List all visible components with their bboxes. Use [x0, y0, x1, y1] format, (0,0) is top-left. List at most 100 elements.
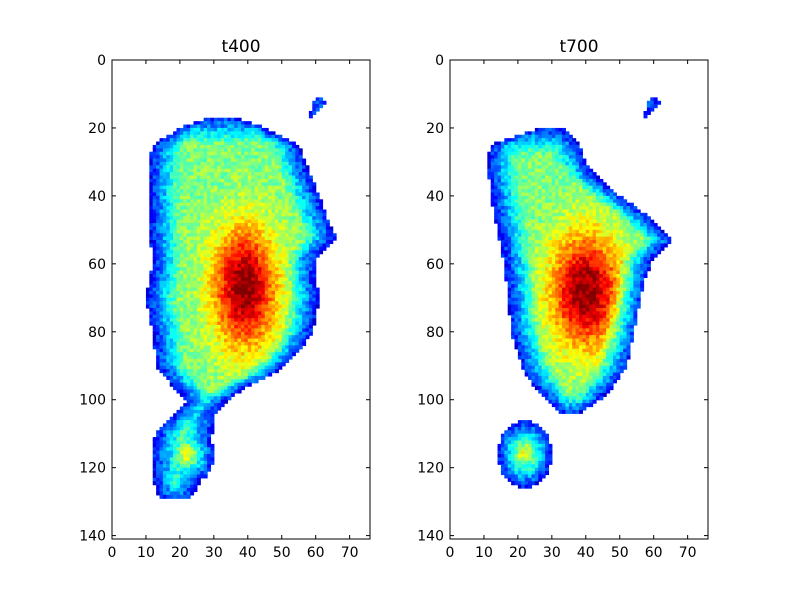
- heatmap-cell: [291, 307, 296, 312]
- heatmap-cell: [524, 206, 529, 211]
- heatmap-cell: [261, 331, 266, 336]
- heatmap-cell: [545, 182, 550, 187]
- heatmap-cell: [247, 291, 252, 296]
- heatmap-cell: [524, 175, 529, 180]
- heatmap-cell: [210, 195, 215, 200]
- heatmap-cell: [500, 161, 505, 166]
- heatmap-cell: [541, 192, 546, 197]
- heatmap-cell: [234, 168, 239, 173]
- heatmap-cell: [244, 341, 249, 346]
- heatmap-cell: [169, 345, 174, 350]
- heatmap-cell: [220, 386, 225, 391]
- heatmap-cell: [494, 195, 499, 200]
- heatmap-cell: [517, 144, 522, 149]
- heatmap-cell: [179, 226, 184, 231]
- heatmap-cell: [551, 141, 556, 146]
- heatmap-cell: [200, 328, 205, 333]
- heatmap-cell: [281, 362, 286, 367]
- heatmap-cell: [169, 189, 174, 194]
- heatmap-cell: [200, 144, 205, 149]
- heatmap-cell: [291, 321, 296, 326]
- heatmap-cell: [169, 243, 174, 248]
- heatmap-cell: [207, 257, 212, 262]
- heatmap-cell: [169, 138, 174, 143]
- heatmap-cell: [558, 158, 563, 163]
- heatmap-cell: [568, 209, 573, 214]
- heatmap-cell: [220, 124, 225, 129]
- heatmap-cell: [264, 307, 269, 312]
- heatmap-cell: [278, 226, 283, 231]
- heatmap-cell: [224, 172, 229, 177]
- heatmap-cell: [517, 148, 522, 153]
- heatmap-cell: [315, 219, 320, 224]
- heatmap-cell: [183, 372, 188, 377]
- heatmap-cell: [166, 209, 171, 214]
- heatmap-cell: [247, 314, 252, 319]
- heatmap-cell: [203, 297, 208, 302]
- heatmap-cell: [183, 161, 188, 166]
- heatmap-cell: [241, 287, 245, 292]
- heatmap-cell: [295, 335, 300, 340]
- heatmap-cell: [295, 233, 300, 238]
- heatmap-cell: [196, 345, 201, 350]
- heatmap-cell: [196, 175, 201, 180]
- heatmap-cell: [541, 185, 546, 190]
- heatmap-cell: [183, 260, 188, 265]
- heatmap-cell: [230, 287, 235, 292]
- heatmap-cell: [149, 172, 154, 177]
- heatmap-cell: [190, 124, 195, 129]
- heatmap-cell: [166, 423, 171, 428]
- heatmap-cell: [261, 189, 266, 194]
- heatmap-cell: [145, 287, 150, 292]
- heatmap-cell: [193, 219, 198, 224]
- heatmap-cell: [190, 440, 195, 445]
- heatmap-cell: [152, 223, 157, 228]
- heatmap-cell: [203, 335, 208, 340]
- heatmap-cell: [162, 471, 167, 476]
- heatmap-cell: [169, 274, 174, 279]
- heatmap-cell: [234, 236, 239, 241]
- heatmap-cell: [261, 355, 266, 360]
- heatmap-cell: [220, 341, 225, 346]
- heatmap-cell: [268, 216, 273, 221]
- heatmap-cell: [626, 206, 631, 211]
- heatmap-cell: [531, 209, 536, 214]
- heatmap-cell: [169, 379, 174, 384]
- heatmap-cell: [179, 365, 184, 370]
- heatmap-cell: [241, 355, 245, 360]
- heatmap-cell: [592, 178, 597, 183]
- heatmap-cell: [298, 172, 303, 177]
- heatmap-cell: [524, 161, 529, 166]
- heatmap-cell: [521, 141, 526, 146]
- heatmap-cell: [291, 257, 296, 262]
- heatmap-cell: [271, 223, 276, 228]
- heatmap-cell: [247, 172, 252, 177]
- heatmap-cell: [247, 182, 252, 187]
- heatmap-cell: [558, 216, 563, 221]
- heatmap-cell: [575, 216, 580, 221]
- heatmap-cell: [213, 294, 218, 299]
- heatmap-cell: [504, 148, 509, 153]
- heatmap-cell: [541, 195, 546, 200]
- heatmap-cell: [210, 267, 215, 272]
- heatmap-cell: [207, 216, 212, 221]
- heatmap-cell: [224, 287, 229, 292]
- heatmap-cell: [227, 257, 232, 262]
- heatmap-cell: [207, 263, 212, 268]
- heatmap-cell: [291, 192, 296, 197]
- heatmap-cell: [616, 212, 621, 217]
- heatmap-cell: [254, 355, 259, 360]
- heatmap-cell: [227, 386, 232, 391]
- heatmap-cell: [237, 284, 242, 289]
- heatmap-cell: [217, 172, 222, 177]
- heatmap-cell: [524, 155, 529, 160]
- heatmap-cell: [268, 301, 273, 306]
- heatmap-cell: [152, 477, 157, 482]
- heatmap-cell: [268, 297, 273, 302]
- heatmap-cell: [298, 331, 303, 336]
- heatmap-cell: [251, 148, 256, 153]
- heatmap-cell: [196, 392, 201, 397]
- heatmap-cell: [305, 165, 310, 170]
- heatmap-cell: [213, 372, 218, 377]
- heatmap-cell: [196, 155, 201, 160]
